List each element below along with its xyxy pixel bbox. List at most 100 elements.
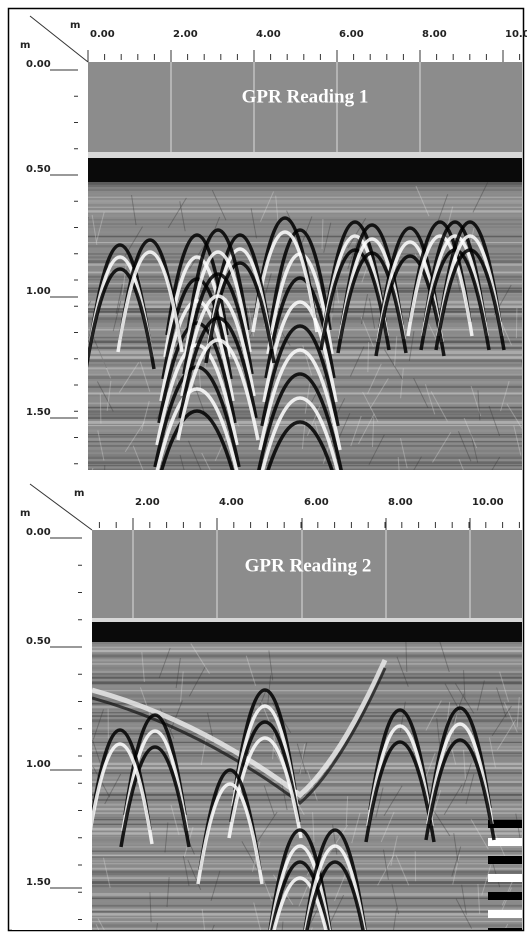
noise-stripe — [92, 696, 522, 698]
noise-streak — [321, 219, 324, 250]
noise-streak — [499, 671, 509, 702]
noise-stripe — [88, 241, 522, 244]
hyperbola — [338, 237, 406, 340]
x-unit-label: m — [74, 488, 84, 499]
noise-stripe — [88, 402, 522, 405]
noise-streak — [97, 430, 105, 461]
noise-streak — [188, 666, 206, 697]
noise-streak — [336, 460, 341, 470]
noise-streak — [253, 902, 262, 930]
noise-streak — [380, 811, 395, 843]
hyperbola — [436, 234, 504, 337]
noise-streak — [463, 670, 466, 701]
noise-streak — [500, 380, 510, 412]
noise-streak — [481, 865, 492, 896]
noise-stripe — [92, 854, 522, 857]
noise-streak — [496, 687, 507, 718]
noise-stripe — [88, 290, 522, 294]
noise-stripe — [92, 685, 522, 689]
noise-streak — [443, 784, 463, 815]
noise-streak — [211, 189, 227, 221]
noise-streak — [447, 734, 457, 765]
hyperbola — [268, 844, 332, 930]
noise-stripe — [88, 313, 522, 316]
noise-stripe — [88, 184, 522, 188]
noise-streak — [457, 431, 472, 462]
noise-stripe — [88, 336, 522, 339]
x-tick-label: 0.00 — [90, 29, 115, 40]
noise-streak — [397, 457, 400, 470]
noise-streak — [190, 643, 210, 674]
hyperbola — [182, 272, 254, 375]
noise-stripe — [92, 646, 522, 649]
noise-stripe — [92, 702, 522, 705]
x-tick-label: 4.00 — [219, 497, 244, 508]
hyperbola — [272, 876, 328, 930]
noise-stripe — [92, 798, 522, 801]
hyperbola — [260, 396, 340, 470]
noise-streak — [503, 702, 518, 733]
edge-blob — [488, 892, 522, 900]
edge-blob — [488, 820, 522, 828]
noise-streak — [458, 458, 464, 470]
y-tick-label: 0.50 — [26, 164, 51, 175]
noise-stripe — [92, 821, 522, 824]
noise-streak — [245, 655, 257, 686]
noise-stripe — [92, 884, 522, 888]
noise-streak — [477, 390, 481, 421]
noise-streak — [377, 855, 395, 886]
noise-streak — [452, 854, 460, 885]
noise-stripe — [92, 780, 522, 784]
hyperbola — [424, 738, 496, 841]
air-zone — [88, 62, 522, 152]
noise-stripe — [88, 239, 522, 242]
noise-streak — [395, 855, 410, 886]
noise-stripe — [92, 846, 522, 848]
edge-blob — [488, 874, 522, 882]
noise-streak — [124, 421, 145, 453]
hyperbola — [374, 254, 446, 357]
noise-streak — [368, 434, 385, 465]
noise-streak — [211, 924, 215, 930]
noise-stripe — [88, 188, 522, 191]
gpr-panel: m m 2.00 4.00 6.00 8.00 10.00 0.00 0.50 1.00 1.50 G… — [12, 480, 522, 930]
noise-stripe — [92, 827, 522, 831]
noise-streak — [463, 749, 467, 780]
x-tick-label: 6.00 — [339, 29, 364, 40]
noise-stripe — [88, 370, 522, 373]
surface-light — [88, 152, 522, 158]
noise-stripe — [88, 317, 522, 321]
noise-stripe — [92, 741, 522, 743]
noise-streak — [250, 208, 257, 239]
noise-streak — [383, 785, 403, 817]
noise-streak — [453, 833, 459, 864]
noise-stripe — [92, 666, 522, 670]
noise-streak — [179, 201, 186, 232]
noise-stripe — [88, 413, 522, 416]
surface-light — [92, 618, 522, 622]
noise-streak — [139, 361, 151, 392]
noise-streak — [491, 456, 501, 470]
noise-stripe — [88, 367, 522, 370]
noise-stripe — [92, 803, 522, 806]
noise-streak — [347, 217, 367, 249]
noise-streak — [179, 454, 185, 470]
noise-stripe — [88, 305, 522, 308]
noise-stripe — [88, 416, 522, 420]
noise-stripe — [88, 201, 522, 204]
noise-streak — [496, 719, 517, 751]
noise-stripe — [92, 875, 522, 879]
y-unit-label: m — [20, 40, 30, 51]
hyperbola — [92, 742, 154, 845]
noise-streak — [256, 811, 278, 843]
hyperbola — [253, 216, 317, 319]
noise-stripe — [92, 649, 522, 653]
hyperbola — [305, 860, 365, 930]
hyperbola — [421, 234, 489, 337]
noise-streak — [383, 849, 389, 880]
noise-stripe — [88, 461, 522, 465]
noise-stripe — [92, 715, 522, 717]
noise-streak — [156, 922, 158, 930]
noise-stripe — [92, 694, 522, 697]
